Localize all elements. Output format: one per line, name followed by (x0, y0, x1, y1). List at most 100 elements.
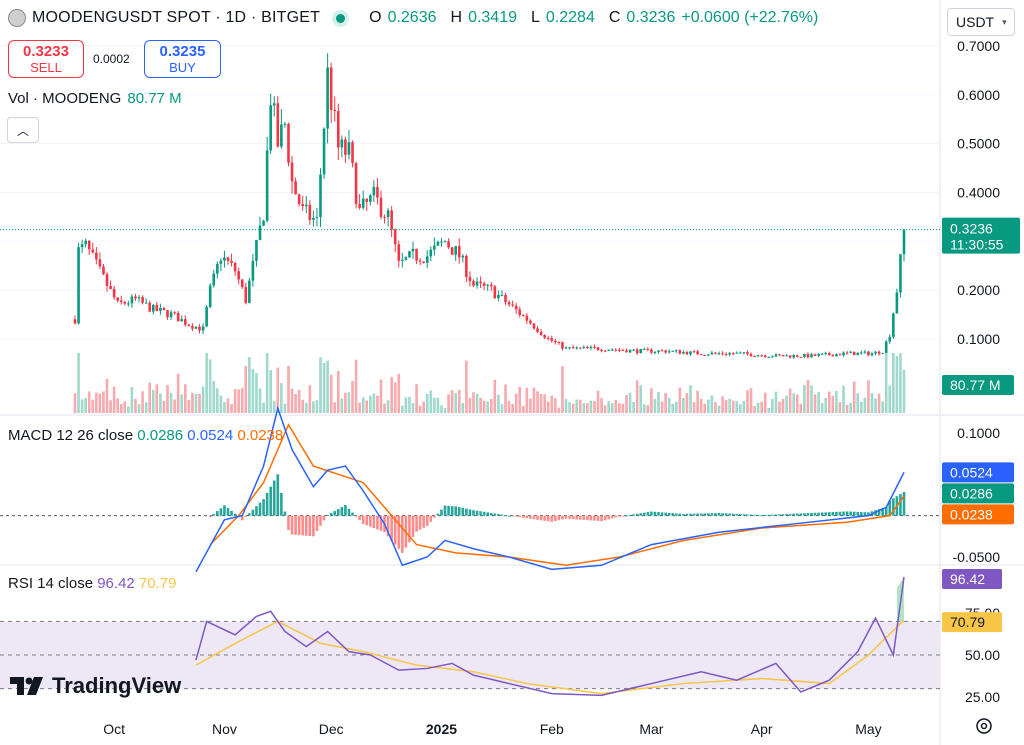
volume-bar (642, 404, 646, 413)
candle-body (415, 248, 418, 261)
volume-bar (838, 402, 842, 413)
candle-body (628, 349, 632, 353)
volume-bar (262, 402, 265, 413)
currency-value: USDT (956, 14, 995, 30)
macd-histogram-bar (308, 515, 312, 537)
volume-bar (820, 403, 824, 413)
tradingview-logo[interactable]: TradingView (10, 673, 181, 699)
macd-badge-label: 0.0238 (950, 506, 993, 522)
gear-icon[interactable] (974, 716, 994, 736)
last-price-label: 0.3236 (950, 221, 993, 237)
volume-bar (870, 393, 874, 413)
candle-body (539, 331, 543, 335)
buy-button[interactable]: 0.3235 BUY (144, 40, 221, 78)
volume-bar (682, 397, 685, 413)
macd-tick-label: -0.0500 (953, 549, 1001, 565)
volume-bar (304, 402, 308, 413)
candle-body (806, 354, 810, 358)
macd-histogram-bar (642, 512, 646, 516)
volume-bar (849, 402, 852, 413)
candle-body (653, 351, 657, 353)
candle-body (77, 247, 80, 324)
candle-body (870, 353, 874, 356)
candle-body (714, 352, 717, 354)
currency-select[interactable]: USDT ▾ (947, 8, 1015, 36)
volume-bar (546, 401, 550, 413)
candle-body (436, 241, 440, 246)
volume-bar (98, 393, 102, 413)
macd-histogram-bar (849, 511, 852, 516)
candle-body (454, 246, 457, 255)
volume-bar (810, 385, 813, 413)
candle-body (475, 281, 479, 286)
macd-histogram-bar (774, 514, 778, 516)
volume-bar (845, 404, 849, 413)
price-tick-label: 0.5000 (957, 136, 1000, 152)
volume-bar (436, 397, 440, 413)
macd-histogram-bar (287, 515, 290, 531)
macd-histogram-bar (835, 511, 838, 516)
volume-bar (554, 398, 557, 413)
candle-body (874, 351, 877, 354)
chevron-down-icon: ▾ (1002, 16, 1007, 27)
macd-histogram-bar (223, 505, 226, 516)
collapse-legend-button[interactable]: ︿ (7, 117, 39, 143)
macd-badge-label: 0.0524 (950, 464, 993, 480)
macd-histogram-bar (756, 514, 760, 516)
candle-body (543, 334, 546, 338)
candle-body (201, 326, 205, 331)
macd-histogram-bar (216, 511, 219, 516)
volume-bar (272, 401, 276, 413)
sell-button[interactable]: 0.3233 SELL (8, 40, 84, 78)
candle-body (326, 67, 329, 129)
candle-body (84, 240, 87, 245)
volume-bar (155, 384, 159, 413)
macd-histogram-bar (425, 515, 429, 526)
last-price-badge (942, 217, 1020, 254)
volume-bar (404, 397, 408, 413)
macd-histogram-bar (543, 515, 546, 521)
macd-histogram-bar (742, 514, 746, 516)
volume-bar (269, 370, 272, 413)
volume-bar (351, 381, 354, 413)
volume-bar (561, 366, 564, 413)
volume-bar (632, 401, 635, 413)
candle-body (212, 273, 216, 286)
volume-bar (522, 405, 525, 413)
macd-histogram-bar (856, 511, 860, 516)
candle-body (749, 353, 753, 357)
price-tick-label: 0.7000 (957, 38, 1000, 54)
candle-body (379, 197, 383, 217)
macd-histogram-bar (660, 512, 664, 516)
candle-body (820, 353, 824, 355)
macd-histogram-bar (799, 513, 803, 516)
macd-histogram-bar (710, 513, 714, 516)
volume-bar (84, 398, 87, 413)
macd-histogram-bar (230, 510, 233, 516)
macd-histogram-bar (262, 499, 265, 516)
volume-bar (803, 384, 806, 413)
macd-histogram-bar (297, 515, 301, 536)
volume-bar (148, 382, 152, 413)
macd-histogram-bar (817, 512, 820, 516)
macd-histogram-bar (468, 509, 472, 516)
symbol-title[interactable]: MOODENGUSDT SPOT · 1D · BITGET (32, 9, 321, 26)
volume-bar (223, 402, 226, 413)
macd-histogram-bar (429, 515, 433, 522)
candle-body (159, 307, 162, 311)
macd-histogram-bar (461, 507, 465, 516)
macd-histogram-bar (721, 513, 724, 516)
volume-bar (571, 403, 575, 413)
candle-body (372, 186, 376, 196)
volume-bar (369, 395, 372, 413)
candle-body (290, 162, 294, 182)
volume-bar (589, 400, 593, 413)
macd-histogram-bar (465, 508, 468, 516)
volume-bar (817, 392, 820, 413)
macd-histogram-bar (632, 514, 635, 516)
rsi-badge (942, 569, 1002, 590)
candle-body (301, 204, 305, 207)
candle-body (877, 351, 881, 354)
candle-body (294, 181, 297, 195)
